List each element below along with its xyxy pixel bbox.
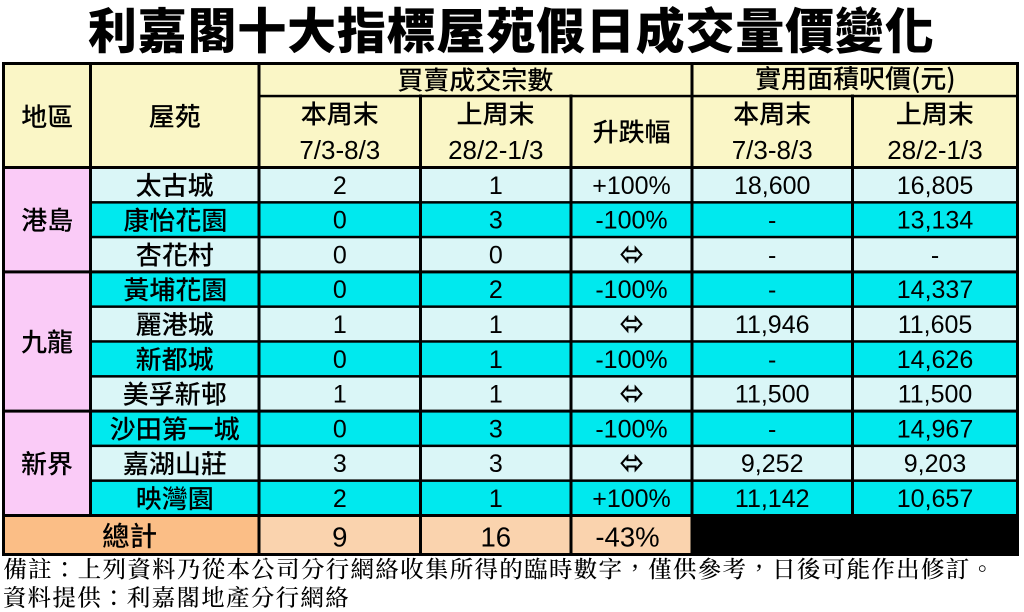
svg-text:2: 2 <box>489 276 503 304</box>
svg-text:16,805: 16,805 <box>897 172 973 200</box>
svg-text:11,946: 11,946 <box>735 311 810 339</box>
svg-text:3: 3 <box>489 415 503 443</box>
svg-text:+100%: +100% <box>592 172 671 200</box>
svg-text:0: 0 <box>333 276 347 304</box>
svg-text:+100%: +100% <box>592 485 671 513</box>
svg-text:2: 2 <box>333 485 347 513</box>
svg-text:-: - <box>768 276 776 304</box>
svg-text:-100%: -100% <box>595 346 667 374</box>
svg-text:-100%: -100% <box>595 276 667 304</box>
svg-text:11,500: 11,500 <box>735 381 810 409</box>
svg-text:0: 0 <box>333 207 347 235</box>
svg-text:0: 0 <box>333 241 347 269</box>
svg-text:2: 2 <box>333 172 347 200</box>
svg-text:1: 1 <box>489 172 503 200</box>
svg-text:10,657: 10,657 <box>897 485 973 513</box>
svg-text:0: 0 <box>333 346 347 374</box>
svg-text:-: - <box>768 241 776 269</box>
svg-text:-: - <box>768 415 776 443</box>
svg-text:7/3-8/3: 7/3-8/3 <box>299 135 380 165</box>
svg-text:-: - <box>768 346 776 374</box>
svg-text:9,203: 9,203 <box>904 450 967 478</box>
svg-text:14,626: 14,626 <box>897 346 973 374</box>
svg-text:3: 3 <box>333 450 347 478</box>
svg-text:-: - <box>768 207 776 235</box>
svg-text:-: - <box>931 241 939 269</box>
svg-text:18,600: 18,600 <box>734 172 810 200</box>
svg-text:-43%: -43% <box>595 522 659 553</box>
svg-text:3: 3 <box>489 450 503 478</box>
svg-text:1: 1 <box>333 311 347 339</box>
svg-text:14,337: 14,337 <box>897 276 973 304</box>
svg-text:16: 16 <box>481 522 512 553</box>
svg-text:9,252: 9,252 <box>741 450 804 478</box>
svg-text:3: 3 <box>489 207 503 235</box>
svg-text:11,605: 11,605 <box>898 311 973 339</box>
svg-text:1: 1 <box>333 381 347 409</box>
svg-text:0: 0 <box>489 241 503 269</box>
svg-text:11,142: 11,142 <box>735 485 810 513</box>
svg-text:13,134: 13,134 <box>897 207 974 235</box>
svg-text:14,967: 14,967 <box>897 415 973 443</box>
svg-text:1: 1 <box>489 485 503 513</box>
svg-text:28/2-1/3: 28/2-1/3 <box>448 135 543 165</box>
svg-text:28/2-1/3: 28/2-1/3 <box>887 135 982 165</box>
svg-text:7/3-8/3: 7/3-8/3 <box>732 135 813 165</box>
svg-text:1: 1 <box>489 381 503 409</box>
svg-text:-100%: -100% <box>595 415 667 443</box>
svg-text:0: 0 <box>333 415 347 443</box>
svg-text:11,500: 11,500 <box>898 381 973 409</box>
svg-text:-100%: -100% <box>595 207 667 235</box>
svg-text:1: 1 <box>489 346 503 374</box>
svg-text:1: 1 <box>489 311 503 339</box>
svg-text:9: 9 <box>332 522 347 553</box>
